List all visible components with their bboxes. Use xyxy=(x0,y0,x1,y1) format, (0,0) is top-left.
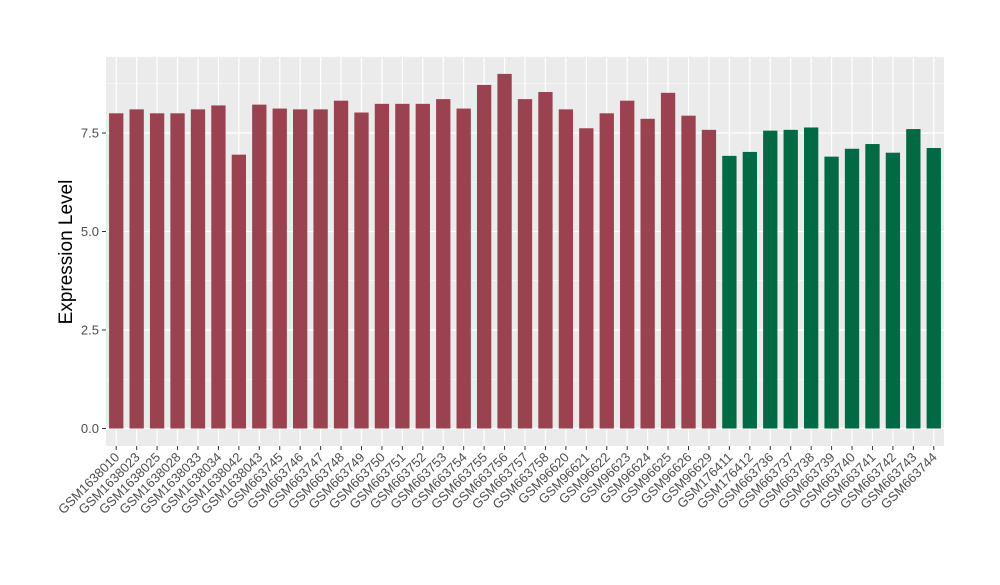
bar-GSM663741 xyxy=(865,144,880,429)
bar-GSM663755 xyxy=(476,84,492,429)
bar-GSM663748 xyxy=(333,100,349,429)
bar-GSM1638010 xyxy=(109,113,124,429)
bar-GSM96621 xyxy=(579,128,594,429)
y-tick-label: 5.0 xyxy=(81,224,99,239)
y-tick-label: 0.0 xyxy=(81,421,99,436)
bar-GSM663754 xyxy=(456,108,471,429)
bar-GSM96624 xyxy=(640,118,655,429)
bar-GSM1638025 xyxy=(149,113,165,429)
bar-GSM663739 xyxy=(824,156,839,429)
bar-GSM96629 xyxy=(701,129,717,429)
bar-GSM663749 xyxy=(354,112,369,429)
bar-GSM663746 xyxy=(293,109,308,429)
bar-GSM663738 xyxy=(803,127,819,429)
bar-GSM663747 xyxy=(313,109,328,429)
bar-GSM1638033 xyxy=(190,109,206,429)
y-axis: 0.0 2.5 5.0 7.5 xyxy=(81,126,106,436)
bar-GSM1638023 xyxy=(129,109,144,429)
bar-GSM1638034 xyxy=(211,105,226,429)
bar-GSM663744 xyxy=(926,147,941,429)
bar-GSM1638028 xyxy=(170,113,185,429)
bar-GSM663753 xyxy=(436,99,451,429)
y-tick-label: 7.5 xyxy=(81,126,99,141)
bar-GSM663743 xyxy=(906,129,921,429)
bar-GSM663736 xyxy=(763,130,778,429)
bar-GSM663752 xyxy=(415,103,430,429)
x-axis: GSM1638010GSM1638023GSM1638025GSM1638028… xyxy=(55,446,940,517)
bar-GSM96625 xyxy=(660,92,676,429)
bar-GSM663737 xyxy=(783,129,798,429)
bar-layer xyxy=(109,73,941,429)
bar-GSM96623 xyxy=(620,100,635,429)
bar-GSM663742 xyxy=(885,152,901,429)
bar-GSM1638043 xyxy=(252,104,267,429)
bar-GSM663757 xyxy=(517,99,533,429)
y-axis-title: Expression Level xyxy=(56,180,77,325)
bar-GSM663756 xyxy=(497,73,512,429)
bar-GSM1638042 xyxy=(231,154,247,429)
bar-GSM663751 xyxy=(395,103,410,429)
bar-GSM176411 xyxy=(722,155,737,429)
bar-GSM663750 xyxy=(374,103,390,429)
bar-GSM663740 xyxy=(844,148,860,429)
bar-GSM663758 xyxy=(538,92,553,429)
y-tick-label: 2.5 xyxy=(81,323,99,338)
bar-GSM176412 xyxy=(742,151,757,429)
bar-GSM96620 xyxy=(558,109,574,429)
bar-GSM96622 xyxy=(599,113,614,429)
bar-GSM663745 xyxy=(272,108,287,429)
bar-GSM96626 xyxy=(681,115,696,429)
